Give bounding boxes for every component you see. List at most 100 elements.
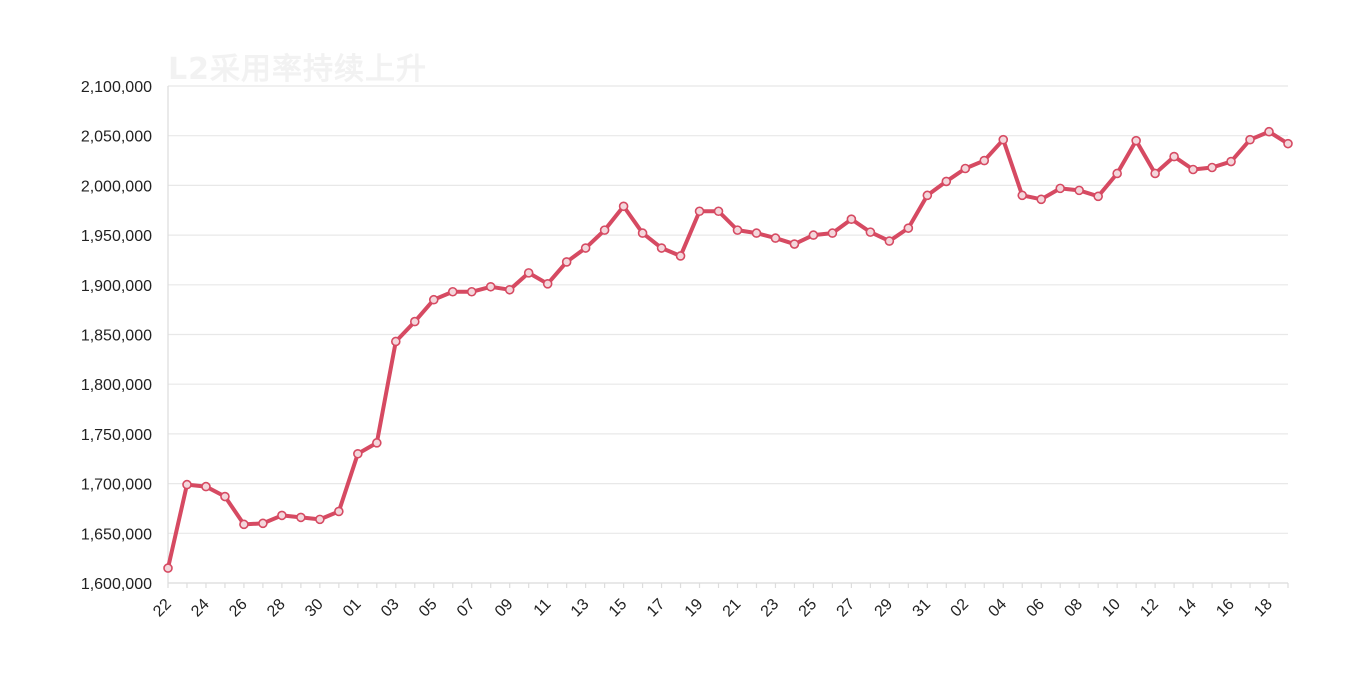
x-tick-label: 03 bbox=[378, 596, 403, 621]
data-point bbox=[713, 206, 724, 217]
x-tick-label: 13 bbox=[568, 596, 593, 621]
data-point bbox=[428, 294, 439, 305]
data-point bbox=[390, 336, 401, 347]
data-point bbox=[1074, 185, 1084, 196]
x-tick-label: 15 bbox=[606, 596, 631, 621]
data-point bbox=[1017, 190, 1028, 201]
data-point bbox=[827, 228, 838, 238]
data-point bbox=[675, 251, 686, 261]
data-point bbox=[504, 284, 515, 295]
data-point bbox=[1169, 151, 1179, 162]
data-point bbox=[1245, 134, 1255, 145]
x-tick-label: 23 bbox=[758, 596, 783, 621]
y-tick-label: 2,000,000 bbox=[81, 178, 152, 195]
data-point bbox=[1283, 138, 1293, 149]
data-point bbox=[656, 243, 667, 253]
y-tick-label: 1,650,000 bbox=[81, 526, 152, 543]
data-point bbox=[637, 228, 648, 238]
x-tick-label: 07 bbox=[454, 596, 479, 621]
data-point bbox=[1264, 126, 1274, 137]
x-tick-label: 28 bbox=[264, 596, 289, 621]
x-tick-label: 27 bbox=[834, 596, 859, 621]
y-axis: 1,600,000 1,650,000 1,700,000 1,750,000 1,80… bbox=[81, 79, 169, 593]
data-point bbox=[1188, 164, 1198, 175]
data-point bbox=[599, 225, 610, 235]
data-point bbox=[979, 155, 990, 166]
data-point bbox=[732, 225, 743, 235]
data-point bbox=[220, 491, 230, 502]
data-point bbox=[922, 190, 933, 201]
x-tick-label: 02 bbox=[948, 596, 973, 621]
data-point bbox=[201, 481, 211, 492]
points-layer bbox=[163, 126, 1293, 573]
data-point bbox=[447, 286, 458, 297]
data-point bbox=[789, 239, 800, 249]
data-point bbox=[1207, 162, 1217, 173]
x-tick-label: 30 bbox=[302, 596, 327, 621]
x-tick-label: 25 bbox=[796, 596, 821, 621]
data-point bbox=[542, 279, 553, 289]
x-tick-label: 08 bbox=[1061, 596, 1086, 621]
series-layer bbox=[166, 129, 1290, 571]
x-tick-label: 01 bbox=[340, 596, 365, 621]
y-tick-label: 1,800,000 bbox=[81, 377, 152, 394]
data-point bbox=[277, 510, 287, 521]
data-point bbox=[353, 448, 363, 459]
data-point bbox=[580, 243, 591, 253]
series-line bbox=[166, 129, 1290, 571]
x-tick-label: 05 bbox=[416, 596, 441, 621]
data-point bbox=[1150, 168, 1160, 179]
data-point bbox=[523, 268, 534, 278]
y-tick-label: 1,950,000 bbox=[81, 228, 152, 245]
data-point bbox=[182, 479, 192, 490]
data-point bbox=[846, 214, 857, 224]
data-point bbox=[808, 230, 819, 240]
x-tick-label: 29 bbox=[872, 596, 897, 621]
data-point bbox=[239, 519, 249, 530]
data-point bbox=[1093, 191, 1103, 202]
x-tick-label: 24 bbox=[188, 596, 213, 621]
data-point bbox=[1131, 135, 1141, 146]
data-point bbox=[258, 518, 268, 529]
data-point bbox=[865, 227, 876, 237]
data-point bbox=[884, 236, 895, 246]
data-point bbox=[1112, 168, 1122, 179]
x-tick-label: 19 bbox=[682, 596, 707, 621]
x-tick-label: 17 bbox=[644, 596, 669, 621]
x-tick-label: 21 bbox=[720, 596, 745, 621]
data-point bbox=[409, 316, 420, 327]
data-point bbox=[751, 228, 762, 238]
x-tick-label: 11 bbox=[531, 596, 555, 620]
x-tick-label: 22 bbox=[150, 596, 175, 621]
x-tick-label: 18 bbox=[1251, 596, 1276, 621]
chart-title: L2采用率持续上升 bbox=[168, 52, 427, 87]
y-tick-label: 1,600,000 bbox=[81, 576, 152, 593]
y-tick-label: 1,750,000 bbox=[81, 427, 152, 444]
x-tick-label: 12 bbox=[1137, 596, 1162, 621]
data-point bbox=[903, 223, 914, 233]
data-point bbox=[163, 563, 173, 573]
data-point bbox=[561, 257, 572, 267]
x-tick-label: 06 bbox=[1023, 596, 1048, 621]
data-point bbox=[960, 163, 971, 174]
y-tick-label: 2,100,000 bbox=[81, 79, 152, 96]
y-tick-label: 1,900,000 bbox=[81, 278, 152, 295]
y-tick-label: 1,850,000 bbox=[81, 328, 152, 345]
grid-layer bbox=[168, 85, 1288, 584]
x-tick-label: 04 bbox=[985, 596, 1010, 621]
data-point bbox=[618, 201, 629, 212]
x-tick-label: 26 bbox=[226, 596, 251, 621]
x-axis: 22 24 26 28 30 01 03 05 07 09 11 13 15 17 19 21 23 25 27 29… bbox=[150, 582, 1289, 621]
data-point bbox=[1036, 194, 1047, 205]
y-tick-label: 2,050,000 bbox=[81, 129, 152, 146]
data-point bbox=[315, 514, 325, 525]
data-point bbox=[372, 438, 382, 448]
data-point bbox=[334, 506, 344, 517]
data-point bbox=[941, 176, 952, 187]
data-point bbox=[770, 233, 781, 243]
y-tick-label: 1,700,000 bbox=[81, 477, 152, 494]
data-point bbox=[296, 512, 306, 523]
x-tick-label: 31 bbox=[910, 596, 935, 621]
